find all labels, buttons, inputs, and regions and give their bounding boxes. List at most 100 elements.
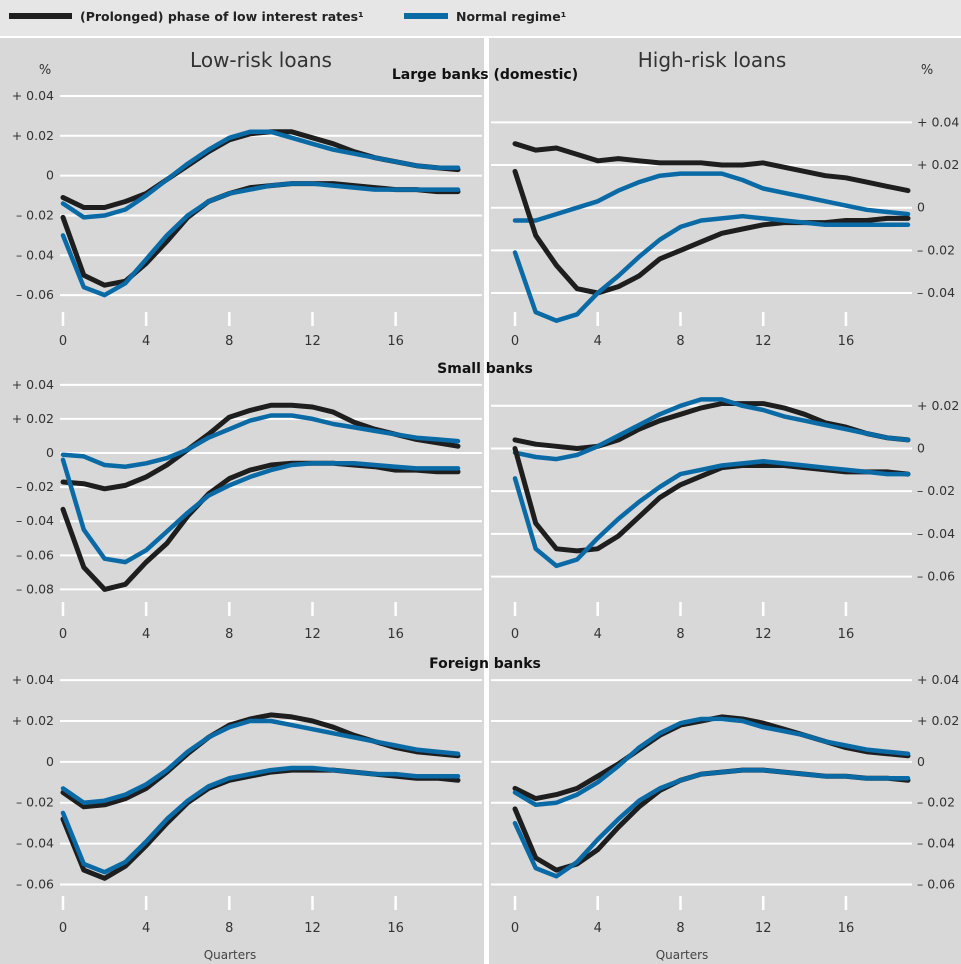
y-tick-label: – 0.02 xyxy=(917,242,955,257)
row-title-foreign-banks: Foreign banks xyxy=(429,656,541,672)
y-tick-label: 0 xyxy=(46,754,54,769)
x-tick-label: 12 xyxy=(755,627,772,642)
x-tick-label: 0 xyxy=(511,921,519,936)
panel-2: + 0.04 + 0.02 0 – 0.02 – 0.04% 0 4 8 12 16 xyxy=(491,63,959,349)
panel-3: + 0.04 + 0.02 0 – 0.02 – 0.04 – 0.06 – 0.08 0 4 8… xyxy=(12,377,482,642)
series-line-low-rate xyxy=(512,141,911,194)
legend-label-normal: Normal regime¹ xyxy=(456,9,566,24)
y-tick-label: – 0.08 xyxy=(16,581,54,596)
x-axis-title-right: Quarters xyxy=(656,948,709,962)
series-line-normal xyxy=(512,171,911,223)
x-axis-title-left: Quarters xyxy=(204,948,257,962)
x-tick-label: 8 xyxy=(225,334,233,349)
x-tick-label: 8 xyxy=(676,921,684,936)
y-tick-label: + 0.04 xyxy=(12,88,54,103)
x-tick-label: 12 xyxy=(304,627,321,642)
series-line-normal xyxy=(512,397,911,462)
legend-band xyxy=(0,0,961,36)
y-tick-label: 0 xyxy=(46,445,54,460)
y-tick-label: – 0.06 xyxy=(16,287,54,302)
series-line-low-rate xyxy=(512,168,911,296)
x-tick-label: 4 xyxy=(594,921,602,936)
series-line-normal xyxy=(512,767,911,879)
series-line-normal xyxy=(512,213,911,323)
y-tick-label: – 0.04 xyxy=(16,836,54,851)
x-tick-label: 0 xyxy=(511,334,519,349)
y-tick-label: + 0.02 xyxy=(12,411,54,426)
x-tick-label: 8 xyxy=(676,627,684,642)
legend-label-low-rate: (Prolonged) phase of low interest rates¹ xyxy=(80,9,364,24)
y-tick-label: 0 xyxy=(917,440,925,455)
y-tick-label: + 0.02 xyxy=(12,713,54,728)
series-line-normal xyxy=(60,457,461,565)
panel-4: + 0.02 0 – 0.02 – 0.04 – 0.06 0 4 8 12 16 xyxy=(491,397,959,642)
series-line-normal xyxy=(60,718,461,805)
y-tick-label: + 0.02 xyxy=(917,398,959,413)
column-title-low-risk: Low-risk loans xyxy=(190,48,332,72)
y-tick-label: + 0.02 xyxy=(917,157,959,172)
x-tick-label: 8 xyxy=(676,334,684,349)
x-tick-label: 16 xyxy=(838,627,855,642)
y-tick-label: – 0.04 xyxy=(917,526,955,541)
y-tick-label: – 0.04 xyxy=(16,247,54,262)
y-tick-label: – 0.04 xyxy=(917,285,955,300)
y-tick-label: + 0.04 xyxy=(12,672,54,687)
plot-area xyxy=(0,38,961,964)
series-line-normal xyxy=(60,413,461,469)
panel-6: + 0.04 + 0.02 0 – 0.02 – 0.04 – 0.06 0 4 8 12 16 xyxy=(491,672,959,936)
y-tick-label: + 0.02 xyxy=(917,713,959,728)
x-tick-label: 16 xyxy=(387,921,404,936)
row-title-small-banks: Small banks xyxy=(437,361,533,377)
x-tick-label: 12 xyxy=(304,334,321,349)
y-tick-label: – 0.02 xyxy=(16,479,54,494)
x-tick-label: 0 xyxy=(59,627,67,642)
y-tick-label: – 0.04 xyxy=(917,836,955,851)
x-tick-label: 4 xyxy=(594,334,602,349)
x-tick-label: 0 xyxy=(511,627,519,642)
row-title-large-banks: Large banks (domestic) xyxy=(392,67,578,83)
x-tick-label: 12 xyxy=(755,334,772,349)
y-tick-label: 0 xyxy=(917,754,925,769)
legend: (Prolonged) phase of low interest rates¹… xyxy=(9,9,566,24)
x-tick-label: 12 xyxy=(304,921,321,936)
y-tick-label: – 0.04 xyxy=(16,513,54,528)
x-tick-label: 12 xyxy=(755,921,772,936)
unit-label: % xyxy=(921,63,933,78)
y-tick-label: – 0.02 xyxy=(917,483,955,498)
y-tick-label: – 0.06 xyxy=(917,569,955,584)
x-tick-label: 0 xyxy=(59,921,67,936)
y-tick-label: + 0.04 xyxy=(12,377,54,392)
y-tick-label: – 0.02 xyxy=(16,207,54,222)
y-tick-label: 0 xyxy=(917,200,925,215)
column-title-high-risk: High-risk loans xyxy=(638,48,786,72)
x-tick-label: 16 xyxy=(387,334,404,349)
x-tick-label: 16 xyxy=(838,334,855,349)
series-line-normal xyxy=(60,129,461,220)
series-line-normal xyxy=(512,716,911,808)
y-tick-label: – 0.06 xyxy=(917,876,955,891)
x-tick-label: 16 xyxy=(838,921,855,936)
x-tick-label: 16 xyxy=(387,627,404,642)
headings: Low-risk loans High-risk loans Large ban… xyxy=(190,48,786,962)
series-line-normal xyxy=(60,181,461,298)
y-tick-label: + 0.04 xyxy=(917,114,959,129)
x-tick-label: 8 xyxy=(225,627,233,642)
y-tick-label: – 0.06 xyxy=(16,547,54,562)
unit-label: % xyxy=(39,63,51,78)
y-tick-label: + 0.04 xyxy=(917,672,959,687)
y-tick-label: – 0.02 xyxy=(917,795,955,810)
x-tick-label: 4 xyxy=(142,334,150,349)
panel-5: + 0.04 + 0.02 0 – 0.02 – 0.04 – 0.06 0 4 8 12 16 xyxy=(12,672,482,936)
x-tick-label: 0 xyxy=(59,334,67,349)
legend-swatch-normal xyxy=(404,13,448,19)
panel-1: + 0.04 + 0.02 0 – 0.02 – 0.04 – 0.06% 0 4 8 12 16 xyxy=(12,63,482,349)
x-tick-label: 8 xyxy=(225,921,233,936)
y-tick-label: + 0.02 xyxy=(12,128,54,143)
x-tick-label: 4 xyxy=(142,627,150,642)
y-tick-label: – 0.02 xyxy=(16,795,54,810)
x-tick-label: 4 xyxy=(594,627,602,642)
y-tick-label: – 0.06 xyxy=(16,876,54,891)
series-line-low-rate xyxy=(60,460,461,592)
column-divider xyxy=(484,38,489,964)
